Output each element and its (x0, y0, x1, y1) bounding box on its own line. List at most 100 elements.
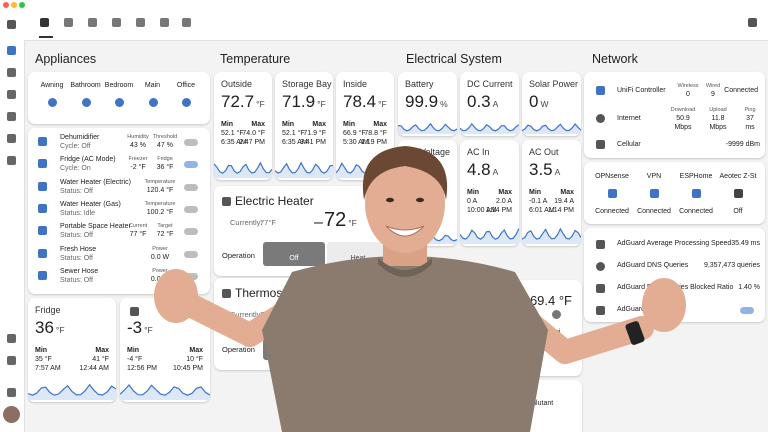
light-label: Bedroom (104, 82, 134, 89)
user-avatar (3, 406, 20, 423)
light-bulb[interactable] (81, 98, 91, 107)
adguard-value: 9,357,473 queries (703, 262, 760, 269)
graph-line (522, 123, 581, 132)
toggle[interactable] (184, 250, 198, 258)
tab-icon[interactable] (112, 18, 121, 27)
sidebar-icon[interactable] (7, 356, 16, 365)
sidebar-icon[interactable] (7, 134, 16, 143)
window-minimize[interactable] (11, 2, 17, 8)
sensor-reading: 78.4 °F (343, 92, 387, 112)
operation-label: Operation (222, 345, 255, 354)
menu-button[interactable] (7, 20, 16, 29)
stat-value: 36 °F (156, 164, 174, 172)
min-value: 52.1 °F (221, 130, 244, 137)
light-label: Main (144, 82, 161, 89)
min-value: -4 °F (127, 356, 143, 363)
target-value: 72 (324, 209, 347, 231)
min-time: 7:57 AM (35, 365, 61, 372)
sensor-value: 72.7 (221, 92, 255, 111)
toggle[interactable] (184, 139, 198, 146)
stat-value: 0.0 W (150, 253, 170, 261)
stat-label: Power (152, 245, 168, 252)
sidebar-icon[interactable] (7, 90, 16, 99)
stat-label: Fridge (157, 156, 173, 163)
min-label: Min (282, 121, 295, 128)
max-label: Max (95, 347, 109, 354)
current-label: Currently: (230, 218, 263, 227)
sensor-reading: 99.9% (405, 92, 448, 112)
toggle[interactable] (184, 183, 198, 191)
unifi-state: Connected (724, 87, 758, 94)
toggle[interactable] (740, 307, 754, 314)
more-menu[interactable] (748, 18, 757, 27)
sidebar-icon[interactable] (7, 156, 16, 165)
wireless-count: 0 (686, 91, 690, 98)
min-value: -0.1 A (529, 198, 548, 205)
card (28, 128, 210, 294)
sensor-reading: 71.9 °F (282, 92, 326, 112)
light-bulb[interactable] (148, 98, 158, 107)
stat-label: Freezer (128, 156, 148, 163)
max-value: 10 °F (186, 356, 203, 363)
device-status: Status: Idle (60, 209, 96, 217)
tab-icon[interactable] (40, 18, 49, 27)
sidebar-icon[interactable] (7, 46, 16, 55)
toggle[interactable] (184, 228, 198, 236)
toggle[interactable] (184, 161, 198, 169)
current-label: Currently: (230, 310, 263, 319)
adguard-name: AdGuard Average Processing Speed (617, 240, 732, 247)
stat-value: -2 °F (130, 164, 146, 172)
toggle[interactable] (184, 205, 198, 213)
sidebar-icon[interactable] (7, 388, 16, 397)
section-title: Temperature (220, 52, 291, 66)
mode-button[interactable]: Off (263, 336, 293, 360)
tab-icon[interactable] (136, 18, 145, 27)
pollutant-icon (527, 388, 536, 397)
history-graph (460, 228, 519, 244)
cellular-icon (596, 140, 605, 149)
service-icon (734, 189, 743, 198)
climate-name: Electric Heater (235, 194, 314, 208)
climate-icon (222, 289, 231, 298)
sensor-value: 99.9 (405, 92, 439, 111)
light-bulb[interactable] (48, 98, 57, 107)
toggle[interactable] (184, 272, 198, 280)
graph-line (120, 384, 210, 396)
max-value: 2.0 A (496, 198, 512, 205)
sidebar-icon[interactable] (7, 112, 16, 121)
graph-line (460, 228, 519, 240)
max-time: 3:41 PM (299, 139, 326, 146)
climate-icon (222, 197, 231, 206)
tab-icon[interactable] (182, 18, 191, 27)
light-bulb[interactable] (115, 98, 124, 107)
tab-icon[interactable] (160, 18, 169, 27)
card (522, 72, 581, 136)
window-zoom[interactable] (19, 2, 25, 8)
min-time: 12:56 PM (127, 365, 157, 372)
sidebar-icon[interactable] (7, 68, 16, 77)
sidebar-icon[interactable] (7, 334, 16, 343)
mode-button[interactable]: Heat (327, 242, 389, 266)
wireless-label: Wireless (677, 83, 699, 89)
sensor-reading: 4.8 A (467, 160, 498, 180)
min-label: Min (221, 121, 234, 128)
adguard-icon (596, 240, 605, 249)
tab-icon[interactable] (88, 18, 97, 27)
history-graph (214, 161, 272, 178)
min-value: 35 °F (35, 356, 52, 363)
mode-button[interactable]: Off (263, 242, 325, 266)
card (398, 72, 457, 136)
tab-icon[interactable] (64, 18, 73, 27)
sensor-value: 3.5 (529, 160, 553, 179)
stat-label: Target (157, 223, 173, 230)
wired-count: 9 (711, 91, 715, 98)
ping-unit: ms (745, 124, 755, 131)
light-bulb[interactable] (182, 98, 191, 107)
window-close[interactable] (3, 2, 9, 8)
card (460, 72, 519, 136)
section-title: Appliances (35, 52, 97, 66)
service-icon (608, 189, 617, 198)
service-state: Connected (679, 208, 713, 215)
climate-name: Thermostat (235, 286, 296, 300)
cellular-name: Cellular (617, 141, 641, 148)
